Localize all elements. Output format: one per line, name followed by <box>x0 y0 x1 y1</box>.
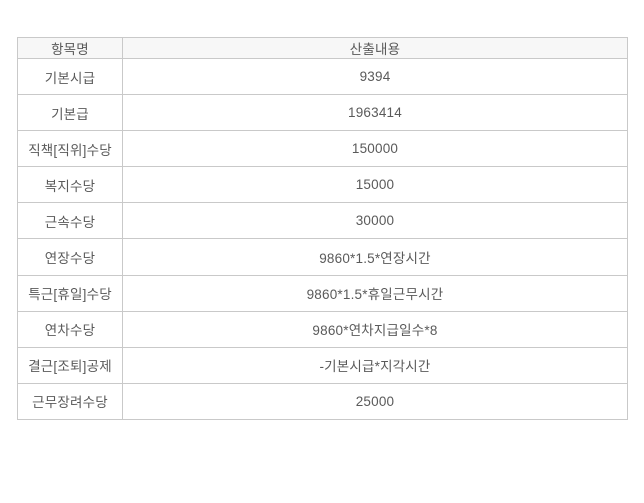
calculation-cell: 1963414 <box>122 94 628 132</box>
column-header-item-name: 항목명 <box>17 37 123 59</box>
payroll-calculation-table: 항목명 산출내용 기본시급 9394 기본급 1963414 직책[직위]수당 … <box>17 37 628 421</box>
calculation-cell: 30000 <box>122 202 628 240</box>
calculation-cell: 15000 <box>122 166 628 204</box>
calculation-cell: -기본시급*지각시간 <box>122 346 628 384</box>
table-header-row: 항목명 산출내용 <box>17 37 628 59</box>
item-name-cell: 기본급 <box>17 94 123 132</box>
table-row: 결근[조퇴]공제 -기본시급*지각시간 <box>17 346 628 384</box>
table-row: 연장수당 9860*1.5*연장시간 <box>17 238 628 276</box>
table-row: 기본시급 9394 <box>17 57 628 96</box>
calculation-cell: 9860*1.5*연장시간 <box>122 238 628 276</box>
table-row: 직책[직위]수당 150000 <box>17 130 628 168</box>
calculation-cell: 150000 <box>122 130 628 168</box>
item-name-cell: 기본시급 <box>17 57 123 96</box>
item-name-cell: 연차수당 <box>17 310 123 348</box>
calculation-cell: 9860*연차지급일수*8 <box>122 310 628 348</box>
item-name-cell: 직책[직위]수당 <box>17 130 123 168</box>
table-row: 복지수당 15000 <box>17 166 628 204</box>
table-row: 특근[휴일]수당 9860*1.5*휴일근무시간 <box>17 274 628 312</box>
item-name-cell: 복지수당 <box>17 166 123 204</box>
column-header-calculation: 산출내용 <box>122 37 628 59</box>
item-name-cell: 결근[조퇴]공제 <box>17 346 123 384</box>
item-name-cell: 근무장려수당 <box>17 382 123 421</box>
item-name-cell: 특근[휴일]수당 <box>17 274 123 312</box>
table-row: 연차수당 9860*연차지급일수*8 <box>17 310 628 348</box>
calculation-cell: 9860*1.5*휴일근무시간 <box>122 274 628 312</box>
table-row: 근속수당 30000 <box>17 202 628 240</box>
calculation-cell: 9394 <box>122 57 628 96</box>
item-name-cell: 연장수당 <box>17 238 123 276</box>
item-name-cell: 근속수당 <box>17 202 123 240</box>
calculation-table-container: 항목명 산출내용 기본시급 9394 기본급 1963414 직책[직위]수당 … <box>17 37 628 421</box>
calculation-cell: 25000 <box>122 382 628 421</box>
table-row: 기본급 1963414 <box>17 94 628 132</box>
table-row: 근무장려수당 25000 <box>17 382 628 421</box>
